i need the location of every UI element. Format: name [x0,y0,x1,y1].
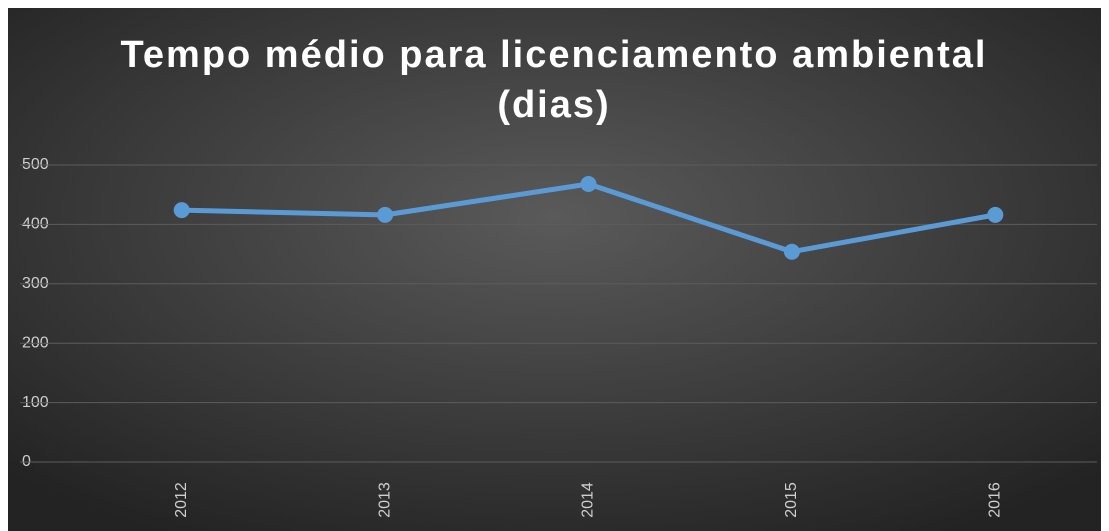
x-tick-label: 2015 [783,482,800,518]
x-tick-label: 2014 [580,482,597,518]
marker [783,243,800,260]
x-tick-label: 2012 [173,482,190,518]
marker [580,176,597,193]
x-tick-label: 2013 [376,482,393,518]
marker [377,206,394,223]
marker [173,202,190,219]
marker [987,206,1004,223]
chart-background [8,8,1101,531]
x-tick-label: 2016 [987,482,1004,518]
chart-title: Tempo médio para licenciamento ambiental… [120,34,988,126]
